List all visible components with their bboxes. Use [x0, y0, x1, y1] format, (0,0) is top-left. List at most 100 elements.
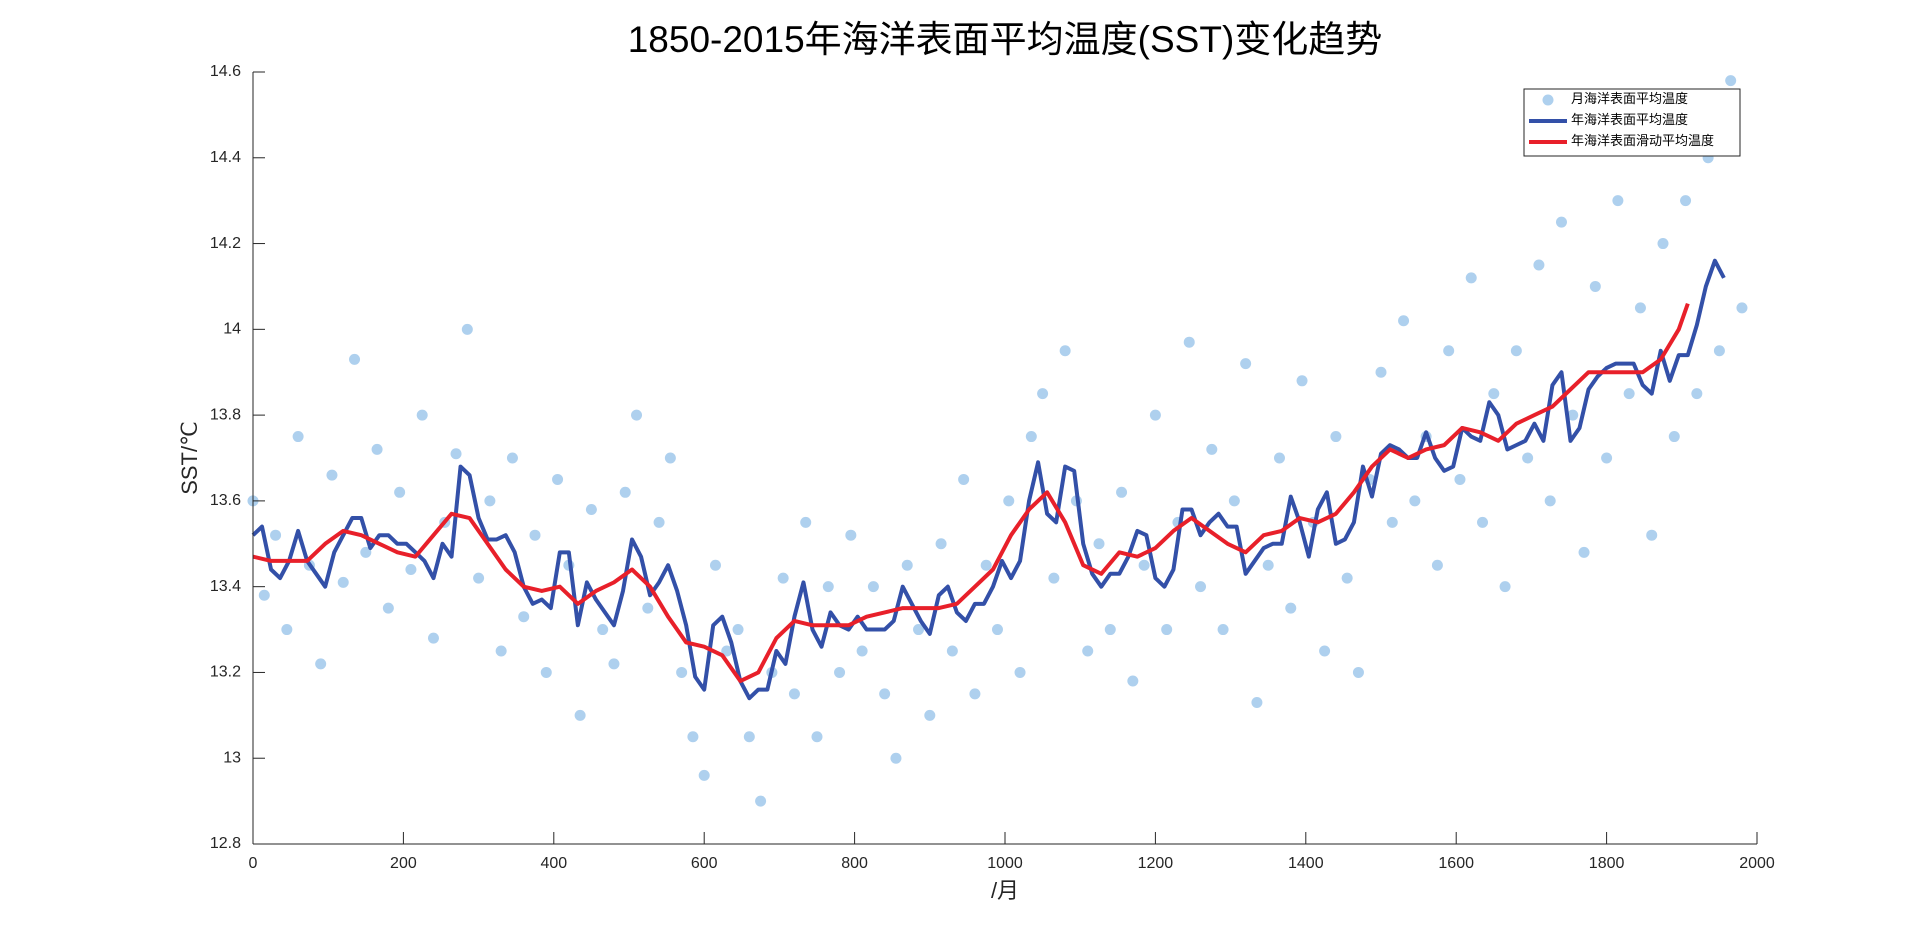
scatter-point: [1217, 624, 1229, 636]
scatter-point: [1454, 473, 1466, 485]
scatter-point: [1375, 366, 1387, 378]
y-tick-label: 13.8: [210, 406, 241, 423]
scatter-point: [1285, 602, 1297, 614]
scatter-point: [890, 752, 902, 764]
scatter-point: [676, 666, 688, 678]
scatter-point: [631, 409, 643, 421]
scatter-point: [664, 452, 676, 464]
scatter-point: [755, 795, 767, 807]
scatter-point: [1240, 358, 1252, 370]
scatter-point: [743, 731, 755, 743]
x-tick-label: 0: [249, 855, 258, 872]
scatter-point: [901, 559, 913, 571]
scatter-point: [1533, 259, 1545, 271]
scatter-point: [608, 658, 620, 670]
scatter-point: [1003, 495, 1015, 507]
scatter-point: [1713, 345, 1725, 357]
scatter-point: [958, 473, 970, 485]
scatter-point: [1544, 495, 1556, 507]
scatter-point: [281, 624, 293, 636]
scatter-point: [867, 581, 879, 593]
scatter-point: [270, 529, 282, 541]
scatter-point: [518, 611, 530, 623]
scatter-point: [1330, 431, 1342, 443]
scatter-point: [834, 666, 846, 678]
scatter-point: [1206, 443, 1218, 455]
scatter-point: [1352, 666, 1364, 678]
scatter-point: [349, 353, 361, 365]
scatter-point: [811, 731, 823, 743]
scatter-point: [1623, 388, 1635, 400]
y-tick-label: 13.2: [210, 664, 241, 681]
scatter-point: [1612, 195, 1624, 207]
scatter-point: [552, 473, 564, 485]
scatter-point: [416, 409, 428, 421]
plot-area: [247, 75, 1748, 807]
scatter-point: [1273, 452, 1285, 464]
scatter-point: [1149, 409, 1161, 421]
x-axis-label: /月: [991, 878, 1019, 903]
scatter-point: [619, 486, 631, 498]
scatter-point: [1431, 559, 1443, 571]
scatter-point: [709, 559, 721, 571]
scatter-point: [484, 495, 496, 507]
legend-label: 年海洋表面滑动平均温度: [1571, 133, 1714, 148]
scatter-point: [1680, 195, 1692, 207]
scatter-point: [529, 529, 541, 541]
scatter-point: [653, 516, 665, 528]
scatter-point: [495, 645, 507, 657]
y-tick-label: 14.6: [210, 63, 241, 80]
scatter-point: [585, 503, 597, 515]
scatter-point: [777, 572, 789, 584]
scatter-point: [1736, 302, 1748, 314]
x-tick-label: 1600: [1438, 855, 1474, 872]
scatter-point: [450, 448, 462, 460]
scatter-point: [924, 709, 936, 721]
scatter-point: [1104, 624, 1116, 636]
scatter-point: [1127, 675, 1139, 687]
scatter-point: [1465, 272, 1477, 284]
scatter-point: [698, 769, 710, 781]
scatter-point: [856, 645, 868, 657]
scatter-point: [1341, 572, 1353, 584]
scatter-point: [935, 538, 947, 550]
scatter-point: [913, 624, 925, 636]
scatter-point: [1398, 315, 1410, 327]
scatter-point: [980, 559, 992, 571]
scatter-point: [394, 486, 406, 498]
scatter-point: [1510, 345, 1522, 357]
y-tick-label: 13.4: [210, 578, 241, 595]
scatter-point: [337, 576, 349, 588]
scatter-point: [1488, 388, 1500, 400]
scatter-point: [845, 529, 857, 541]
scatter-point: [1093, 538, 1105, 550]
scatter-point: [371, 443, 383, 455]
scatter-point: [800, 516, 812, 528]
chart-title: 1850-2015年海洋表面平均温度(SST)变化趋势: [628, 19, 1383, 60]
scatter-point: [1138, 559, 1150, 571]
scatter-point: [1251, 696, 1263, 708]
scatter-point: [879, 688, 891, 700]
scatter-point: [1634, 302, 1646, 314]
scatter-point: [1589, 280, 1601, 292]
x-tick-label: 200: [390, 855, 417, 872]
legend-label: 年海洋表面平均温度: [1571, 112, 1688, 127]
scatter-point: [1691, 388, 1703, 400]
scatter-point: [1499, 581, 1511, 593]
scatter-point: [1059, 345, 1071, 357]
scatter-point: [642, 602, 654, 614]
scatter-point: [506, 452, 518, 464]
scatter-point: [360, 546, 372, 558]
scatter-point: [473, 572, 485, 584]
series-line: [251, 258, 1726, 701]
scatter-point: [1578, 546, 1590, 558]
scatter-point: [687, 731, 699, 743]
scatter-point: [1037, 388, 1049, 400]
scatter-point: [292, 431, 304, 443]
scatter-point: [1725, 75, 1737, 87]
scatter-point: [540, 666, 552, 678]
scatter-point: [1646, 529, 1658, 541]
scatter-point: [1567, 409, 1579, 421]
